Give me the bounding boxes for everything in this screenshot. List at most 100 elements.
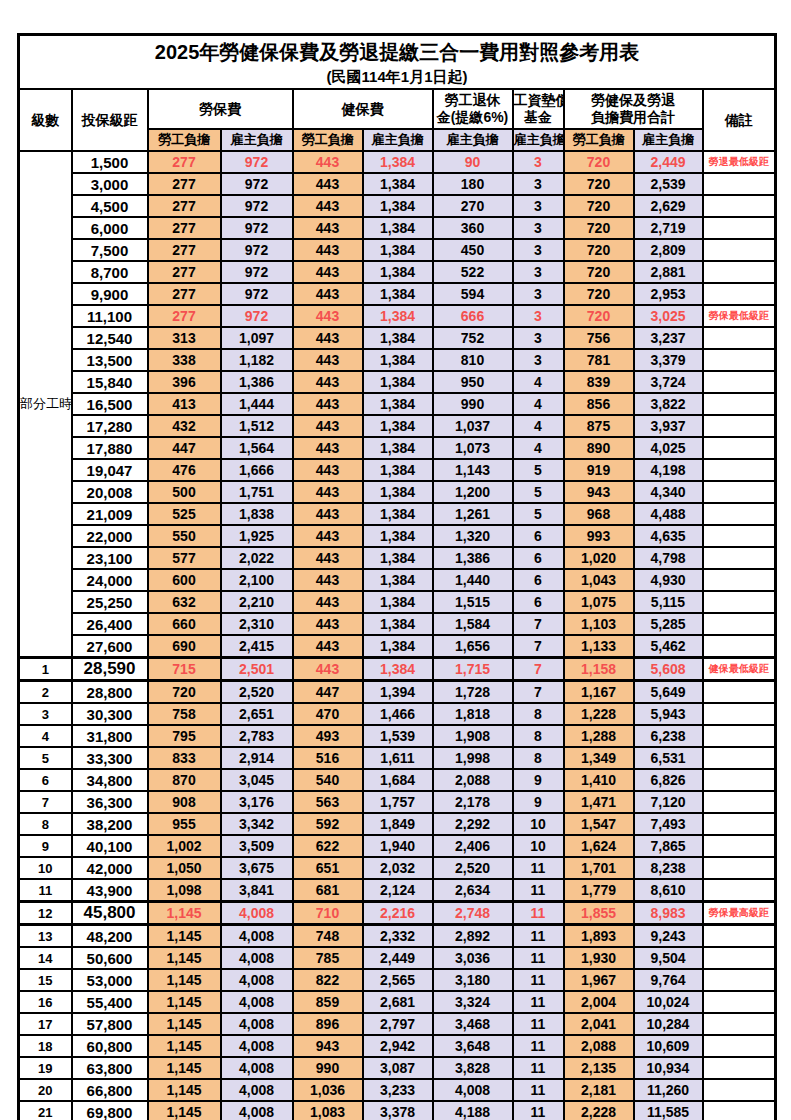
table-row: 21,0095251,8384431,3841,26159684,488: [19, 503, 776, 525]
cell-pension-employer: 1,515: [433, 591, 513, 613]
cell-labor-ins-employee: 1,145: [148, 902, 221, 925]
bracket-cell: 31,800: [72, 725, 148, 747]
cell-health-ins-employer: 3,378: [363, 1101, 433, 1120]
cell-total-employee: 1,349: [564, 747, 634, 769]
bracket-cell: 55,400: [72, 991, 148, 1013]
cell-health-ins-employee: 443: [293, 437, 363, 459]
header-total-employee-share: 勞工負擔: [564, 129, 634, 151]
remark-cell: [703, 879, 776, 902]
cell-labor-ins-employer: 4,008: [221, 1057, 293, 1079]
cell-wage-fund-employer: 3: [513, 239, 564, 261]
table-row: 634,8008703,0455401,6842,08891,4106,826: [19, 769, 776, 791]
cell-health-ins-employer: 1,384: [363, 635, 433, 658]
cell-labor-ins-employer: 1,838: [221, 503, 293, 525]
cell-labor-ins-employer: 2,651: [221, 703, 293, 725]
table-row: 1450,6001,1454,0087852,4493,036111,9309,…: [19, 947, 776, 969]
remark-cell: [703, 393, 776, 415]
cell-labor-ins-employer: 1,182: [221, 349, 293, 371]
remark-cell: [703, 349, 776, 371]
cell-health-ins-employee: 990: [293, 1057, 363, 1079]
bracket-cell: 60,800: [72, 1035, 148, 1057]
cell-labor-ins-employer: 972: [221, 151, 293, 173]
table-row: 1655,4001,1454,0088592,6813,324112,00410…: [19, 991, 776, 1013]
cell-labor-ins-employee: 277: [148, 283, 221, 305]
cell-total-employer: 4,635: [634, 525, 703, 547]
remark-cell: [703, 327, 776, 349]
remark-cell: [703, 371, 776, 393]
table-row: 17,8804471,5644431,3841,07348904,025: [19, 437, 776, 459]
header-pension: 勞工退休 金(提繳6%): [433, 89, 513, 129]
cell-health-ins-employer: 1,684: [363, 769, 433, 791]
bracket-cell: 4,500: [72, 195, 148, 217]
cell-health-ins-employee: 447: [293, 681, 363, 704]
table-row: 16,5004131,4444431,38499048563,822: [19, 393, 776, 415]
cell-health-ins-employer: 1,539: [363, 725, 433, 747]
cell-labor-ins-employer: 972: [221, 261, 293, 283]
cell-labor-ins-employer: 3,176: [221, 791, 293, 813]
cell-labor-ins-employer: 1,386: [221, 371, 293, 393]
cell-health-ins-employee: 443: [293, 327, 363, 349]
header-level: 級數: [19, 89, 72, 151]
table-row: 940,1001,0023,5096221,9402,406101,6247,8…: [19, 835, 776, 857]
cell-health-ins-employer: 1,384: [363, 239, 433, 261]
cell-health-ins-employee: 443: [293, 613, 363, 635]
cell-labor-ins-employer: 4,008: [221, 1013, 293, 1035]
cell-wage-fund-employer: 9: [513, 769, 564, 791]
cell-total-employer: 7,865: [634, 835, 703, 857]
remark-cell: [703, 991, 776, 1013]
cell-labor-ins-employee: 600: [148, 569, 221, 591]
cell-total-employee: 720: [564, 217, 634, 239]
document-sheet: 2025年勞健保保費及勞退提繳三合一費用對照參考用表 (民國114年1月1日起)…: [0, 0, 791, 1120]
cell-wage-fund-employer: 6: [513, 569, 564, 591]
cell-labor-ins-employer: 2,100: [221, 569, 293, 591]
level-cell: 12: [19, 902, 72, 925]
cell-labor-ins-employee: 277: [148, 151, 221, 173]
table-row: 3,0002779724431,38418037202,539: [19, 173, 776, 195]
level-cell: 19: [19, 1057, 72, 1079]
cell-total-employee: 875: [564, 415, 634, 437]
cell-health-ins-employee: 443: [293, 371, 363, 393]
cell-wage-fund-employer: 11: [513, 1079, 564, 1101]
cell-wage-fund-employer: 3: [513, 349, 564, 371]
cell-wage-fund-employer: 3: [513, 173, 564, 195]
cell-total-employer: 2,449: [634, 151, 703, 173]
cell-labor-ins-employee: 577: [148, 547, 221, 569]
bracket-cell: 34,800: [72, 769, 148, 791]
cell-total-employer: 2,539: [634, 173, 703, 195]
cell-total-employee: 1,075: [564, 591, 634, 613]
cell-total-employer: 7,493: [634, 813, 703, 835]
cell-health-ins-employer: 2,681: [363, 991, 433, 1013]
bracket-cell: 25,250: [72, 591, 148, 613]
table-row: 12,5403131,0974431,38475237563,237: [19, 327, 776, 349]
cell-total-employee: 993: [564, 525, 634, 547]
cell-total-employee: 1,167: [564, 681, 634, 704]
cell-pension-employer: 3,828: [433, 1057, 513, 1079]
cell-health-ins-employer: 1,384: [363, 613, 433, 635]
header-hi-employer-share: 雇主負擔: [363, 129, 433, 151]
cell-pension-employer: 1,584: [433, 613, 513, 635]
bracket-cell: 53,000: [72, 969, 148, 991]
bracket-cell: 28,590: [72, 658, 148, 681]
table-row: 1042,0001,0503,6756512,0322,520111,7018,…: [19, 857, 776, 879]
cell-labor-ins-employer: 4,008: [221, 991, 293, 1013]
cell-total-employer: 5,649: [634, 681, 703, 704]
cell-health-ins-employee: 443: [293, 151, 363, 173]
cell-health-ins-employee: 710: [293, 902, 363, 925]
cell-total-employee: 1,855: [564, 902, 634, 925]
cell-health-ins-employee: 443: [293, 481, 363, 503]
bracket-cell: 17,280: [72, 415, 148, 437]
level-cell: 11: [19, 879, 72, 902]
cell-total-employer: 8,983: [634, 902, 703, 925]
cell-labor-ins-employee: 277: [148, 217, 221, 239]
bracket-cell: 17,880: [72, 437, 148, 459]
cell-wage-fund-employer: 4: [513, 371, 564, 393]
cell-total-employee: 720: [564, 151, 634, 173]
cell-health-ins-employee: 443: [293, 195, 363, 217]
table-row: 24,0006002,1004431,3841,44061,0434,930: [19, 569, 776, 591]
bracket-cell: 20,008: [72, 481, 148, 503]
header-pension-employer-share: 雇主負擔: [433, 129, 513, 151]
cell-labor-ins-employee: 476: [148, 459, 221, 481]
cell-total-employer: 5,608: [634, 658, 703, 681]
cell-health-ins-employer: 1,384: [363, 437, 433, 459]
page-title: 2025年勞健保保費及勞退提繳三合一費用對照參考用表: [20, 38, 774, 66]
